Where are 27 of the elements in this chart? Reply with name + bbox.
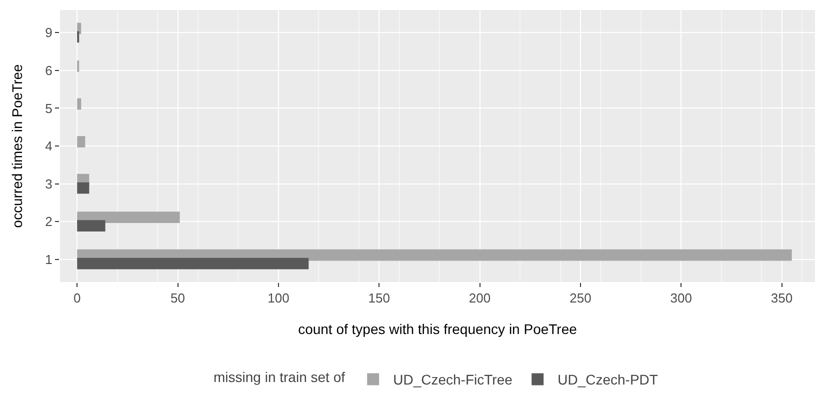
legend-title: missing in train set of [214, 368, 346, 385]
x-tick-label: 350 [770, 290, 793, 306]
x-tick-label: 250 [570, 290, 592, 306]
y-tick-label: 4 [45, 138, 52, 154]
y-tick-label: 6 [45, 62, 52, 78]
x-tick-label: 200 [468, 290, 491, 306]
bar [77, 212, 180, 223]
bar [77, 182, 90, 194]
y-tick-label: 9 [45, 25, 52, 40]
bar [77, 220, 106, 232]
x-axis-title: count of types with this frequency in PoeTree [298, 321, 578, 337]
y-tick-label: 2 [45, 214, 52, 230]
bar [77, 249, 792, 261]
x-tick-label: 50 [170, 290, 186, 306]
y-tick-label: 3 [45, 176, 52, 192]
bar [77, 258, 309, 270]
legend-label: UD_Czech-PDT [558, 372, 658, 388]
y-tick-label: 1 [45, 252, 52, 267]
x-tick-label: 100 [268, 290, 290, 306]
x-tick-label: 300 [670, 290, 692, 306]
x-tick-label: 150 [368, 290, 390, 306]
bar [77, 136, 86, 148]
y-axis-title: occurred times in PoeTree [9, 64, 25, 228]
legend-label: UD_Czech-FicTree [393, 372, 513, 388]
x-tick-label: 0 [73, 290, 81, 306]
y-tick-label: 5 [45, 100, 52, 116]
bar [77, 98, 82, 110]
